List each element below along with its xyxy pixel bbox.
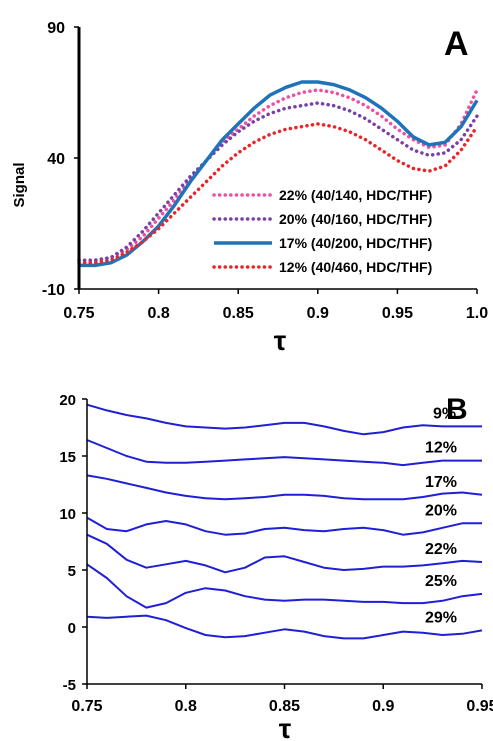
panel-a-legend: 22% (40/140, HDC/THF) 20% (40/160, HDC/TH…	[212, 187, 432, 275]
panel-a-ticks: 0.75 0.8 0.85 0.9 0.95 1.0 -10 40 90	[42, 20, 488, 322]
panel-b-series-line-4	[86, 533, 483, 574]
panel-a-series-line-3	[77, 122, 479, 265]
panel-b-x-tick-label: 0.95	[466, 698, 493, 715]
panel-b-x-tick-label: 0.8	[175, 698, 197, 715]
panel-b-series-label-3: 20%	[425, 502, 457, 519]
panel-a-x-tick-label: 0.85	[223, 305, 254, 322]
panel-b-series-line-2	[86, 474, 483, 501]
panel-a-y-tick-label: 90	[47, 20, 65, 37]
panel-b-series-label-4: 22%	[425, 541, 457, 558]
legend-entry-2: 17% (40/200, HDC/THF)	[279, 235, 432, 251]
panel-b-chart: 0.75 0.8 0.85 0.9 0.95 -5 0 5 10 15 20 B τ 9% 12% 17…	[59, 392, 493, 741]
legend-entry-3: 12% (40/460, HDC/THF)	[279, 259, 432, 275]
panel-b-y-tick-label: 0	[68, 620, 76, 637]
panel-b-label: B	[446, 393, 468, 426]
panel-a-x-label: τ	[274, 325, 287, 356]
panel-b-series-label-5: 25%	[425, 573, 457, 590]
panel-a-y-tick-label: -10	[42, 282, 65, 299]
panel-b-series-labels: 9% 12% 17% 20% 22% 25% 29%	[425, 405, 457, 626]
panel-b-series-label-1: 12%	[425, 440, 457, 457]
panel-b-y-tick-label: 5	[68, 563, 76, 580]
panel-a-series	[77, 80, 479, 268]
panel-b-y-tick-label: 20	[59, 392, 76, 409]
panel-a-x-tick-label: 0.95	[382, 305, 413, 322]
panel-b-series-line-3	[86, 516, 482, 536]
panel-b-y-tick-label: -5	[63, 677, 76, 694]
panel-b-series-line-5	[86, 563, 483, 609]
panel-a-x-tick-label: 1.0	[466, 305, 488, 322]
panel-a-label: A	[444, 25, 469, 63]
panel-b-series-label-0: 9%	[433, 405, 456, 422]
panel-a-series-line-1	[77, 101, 479, 262]
panel-b-y-tick-label: 15	[59, 449, 76, 466]
legend-entry-1: 20% (40/160, HDC/THF)	[279, 211, 432, 227]
panel-a-y-tick-label: 40	[47, 151, 65, 168]
panel-a-x-tick-label: 0.9	[307, 305, 329, 322]
panel-b-series-line-0	[86, 403, 482, 436]
panel-a-series-line-0	[77, 88, 479, 262]
panel-a-y-label: Signal	[11, 162, 28, 207]
panel-b-series-line-1	[86, 439, 482, 467]
panel-a-x-tick-label: 0.75	[63, 305, 94, 322]
panel-b-x-tick-label: 0.75	[71, 698, 102, 715]
panel-b-series-label-2: 17%	[425, 474, 457, 491]
panel-b-x-tick-label: 0.85	[269, 698, 300, 715]
legend-entry-0: 22% (40/140, HDC/THF)	[279, 187, 432, 203]
panel-b-y-tick-label: 10	[59, 506, 76, 523]
panel-b-ticks: 0.75 0.8 0.85 0.9 0.95 -5 0 5 10 15 20	[59, 392, 493, 715]
panel-b-series-label-6: 29%	[425, 609, 457, 626]
panel-b-x-tick-label: 0.9	[372, 698, 394, 715]
panel-b-x-label: τ	[279, 713, 292, 741]
panel-b-series	[86, 403, 483, 640]
panel-a-x-tick-label: 0.8	[147, 305, 169, 322]
panel-b-series-line-6	[86, 614, 483, 640]
